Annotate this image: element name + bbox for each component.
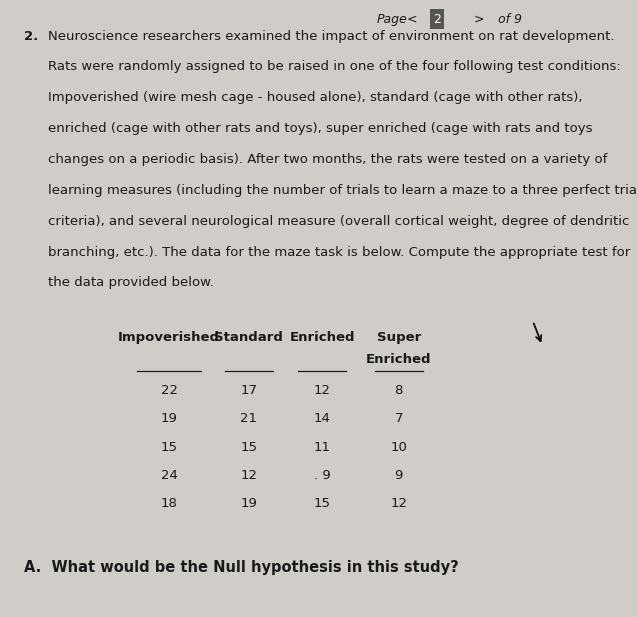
Text: enriched (cage with other rats and toys), super enriched (cage with rats and toy: enriched (cage with other rats and toys)…	[48, 122, 592, 135]
Text: 2.: 2.	[24, 30, 38, 43]
Text: branching, etc.). The data for the maze task is below. Compute the appropriate t: branching, etc.). The data for the maze …	[48, 246, 630, 259]
Text: Rats were randomly assigned to be raised in one of the four following test condi: Rats were randomly assigned to be raised…	[48, 60, 621, 73]
Text: 11: 11	[314, 441, 330, 453]
Text: 17: 17	[241, 384, 257, 397]
Text: Standard: Standard	[214, 331, 283, 344]
Text: 10: 10	[390, 441, 407, 453]
Text: 9: 9	[394, 469, 403, 482]
Text: Page: Page	[377, 13, 408, 26]
Text: 12: 12	[241, 469, 257, 482]
Text: of 9: of 9	[498, 13, 523, 26]
Text: <: <	[406, 13, 417, 26]
Text: Enriched: Enriched	[366, 353, 431, 366]
Text: 12: 12	[314, 384, 330, 397]
Text: Impoverished (wire mesh cage - housed alone), standard (cage with other rats),: Impoverished (wire mesh cage - housed al…	[48, 91, 582, 104]
Text: learning measures (including the number of trials to learn a maze to a three per: learning measures (including the number …	[48, 184, 638, 197]
Text: 15: 15	[161, 441, 177, 453]
Text: 15: 15	[241, 441, 257, 453]
Text: 19: 19	[241, 497, 257, 510]
Text: 22: 22	[161, 384, 177, 397]
Text: 21: 21	[241, 412, 257, 425]
Text: 8: 8	[394, 384, 403, 397]
Text: 12: 12	[390, 497, 407, 510]
Text: 14: 14	[314, 412, 330, 425]
Text: Super: Super	[376, 331, 421, 344]
Text: the data provided below.: the data provided below.	[48, 276, 214, 289]
Text: Neuroscience researchers examined the impact of environment on rat development.: Neuroscience researchers examined the im…	[48, 30, 614, 43]
Text: >: >	[473, 13, 484, 26]
Text: Impoverished: Impoverished	[118, 331, 220, 344]
Text: 2: 2	[433, 13, 441, 26]
Text: criteria), and several neurological measure (overall cortical weight, degree of : criteria), and several neurological meas…	[48, 215, 629, 228]
Text: 24: 24	[161, 469, 177, 482]
Text: changes on a periodic basis). After two months, the rats were tested on a variet: changes on a periodic basis). After two …	[48, 153, 607, 166]
Text: 7: 7	[394, 412, 403, 425]
Text: A.  What would be the Null hypothesis in this study?: A. What would be the Null hypothesis in …	[24, 560, 459, 574]
Text: 15: 15	[314, 497, 330, 510]
Text: Enriched: Enriched	[290, 331, 355, 344]
Text: 18: 18	[161, 497, 177, 510]
Text: . 9: . 9	[314, 469, 330, 482]
Text: 19: 19	[161, 412, 177, 425]
